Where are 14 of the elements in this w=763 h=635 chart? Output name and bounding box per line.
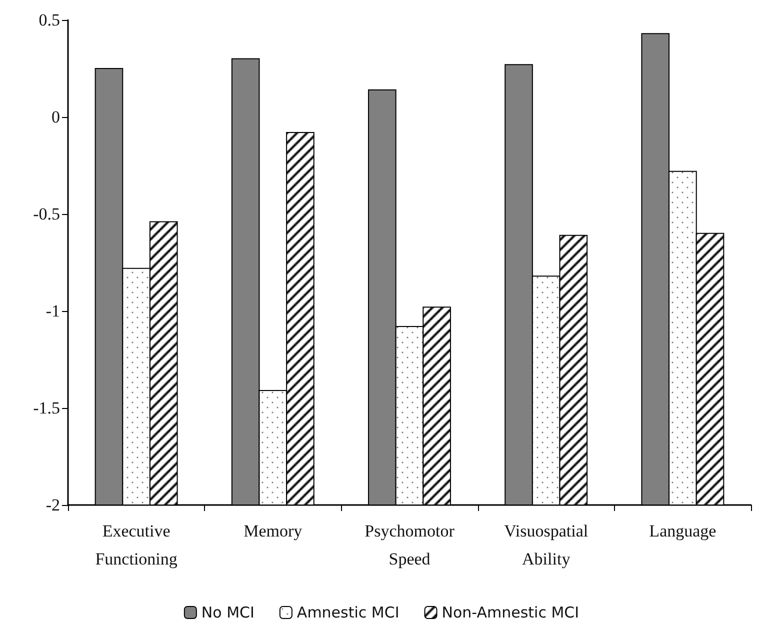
y-tick-label: -1.5 [33,398,60,418]
y-tick-label: -1 [46,302,60,320]
x-tick-label: Executive Functioning [95,522,178,568]
x-tick-label: Language [649,522,716,540]
y-tick-label: -0.5 [33,204,60,224]
x-tick-label: Memory [244,522,303,540]
x-tick-label: Psychomotor Speed [364,522,455,568]
legend-label: Non-Amnestic MCI [442,604,580,622]
x-tick-label: Visuospatial Ability [504,522,588,568]
y-tick-label: 0.5 [38,10,60,30]
legend-label: Amnestic MCI [296,604,400,622]
legend-label: No MCI [201,604,254,622]
y-tick-label: 0 [52,108,60,126]
y-tick-label: -2 [46,496,60,514]
